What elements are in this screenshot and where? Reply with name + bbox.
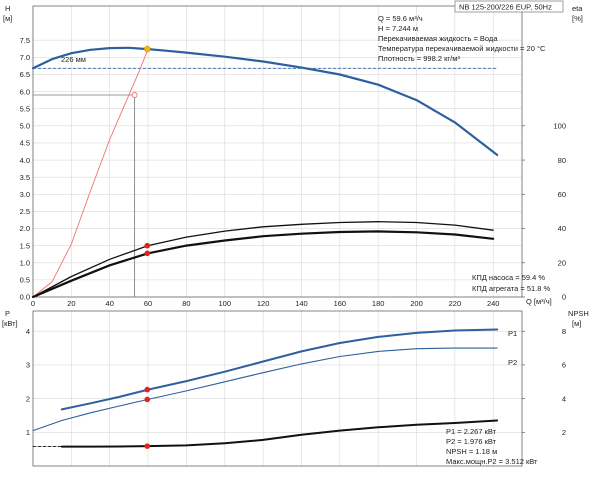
x-tick-label: 20 bbox=[67, 299, 75, 308]
top-left-tick-label: 2.0 bbox=[20, 224, 30, 233]
top-right-tick-label: 40 bbox=[558, 224, 566, 233]
bottom-duty-marker bbox=[144, 386, 151, 393]
bottom-left-tick-label: 3 bbox=[26, 361, 30, 370]
bottom-right-tick-label: 6 bbox=[562, 361, 566, 370]
top-left-tick-label: 7.5 bbox=[20, 36, 30, 45]
top-left-tick-label: 6.5 bbox=[20, 70, 30, 79]
top-left-tick-label: 7.0 bbox=[20, 53, 30, 62]
bottom-right-axis-title-line2: [м] bbox=[572, 319, 581, 328]
x-axis-title: Q [м³/ч] bbox=[526, 297, 552, 306]
bottom-left-tick-label: 1 bbox=[26, 428, 30, 437]
bottom-left-tick-label: 4 bbox=[26, 327, 30, 336]
top-left-tick-label: 1.5 bbox=[20, 241, 30, 250]
x-tick-label: 40 bbox=[106, 299, 114, 308]
bottom-duty-marker bbox=[144, 443, 151, 449]
info-density: Плотность = 998.2 кг/м³ bbox=[378, 54, 460, 63]
x-tick-label: 0 bbox=[31, 299, 35, 308]
bottom-left-axis-title-line2: [кВт] bbox=[2, 319, 18, 328]
top-left-tick-label: 6.0 bbox=[20, 87, 30, 96]
top-right-tick-label: 20 bbox=[558, 258, 566, 267]
bottom-left-tick-label: 2 bbox=[26, 394, 30, 403]
top-right-axis-title-line1: eta bbox=[572, 4, 583, 13]
top-left-axis-title-line2: [м] bbox=[3, 14, 12, 23]
x-tick-label: 160 bbox=[334, 299, 347, 308]
top-left-tick-label: 0.0 bbox=[20, 293, 30, 302]
x-tick-label: 200 bbox=[410, 299, 423, 308]
top-duty-marker bbox=[144, 242, 151, 249]
top-right-axis-title-line2: [%] bbox=[572, 14, 583, 23]
top-left-tick-label: 5.0 bbox=[20, 122, 30, 131]
top-left-tick-label: 4.5 bbox=[20, 139, 30, 148]
legend-p2: P2 bbox=[508, 358, 517, 367]
bottom-series-npsh bbox=[60, 419, 499, 448]
markers-layer bbox=[131, 45, 151, 449]
x-tick-label: 60 bbox=[144, 299, 152, 308]
impeller-curve-label: 226 мм bbox=[61, 55, 86, 64]
info-pump-efficiency: КПД насоса = 59.4 % bbox=[472, 273, 545, 282]
x-tick-label: 220 bbox=[449, 299, 462, 308]
bottom-left-axis-title-line1: P bbox=[5, 309, 10, 318]
info-liquid: Перекачиваемая жидкость = Вода bbox=[378, 34, 498, 43]
info-unit-efficiency: КПД агрегата = 51.8 % bbox=[472, 284, 550, 293]
top-series-eff_unit bbox=[31, 230, 495, 299]
header-title: NB 125-200/226 EUP, 50Hz bbox=[459, 3, 552, 12]
bottom-plot-frame bbox=[32, 310, 523, 467]
operating-point-guide bbox=[33, 94, 136, 297]
plot-frames bbox=[32, 5, 525, 467]
top-left-tick-label: 5.5 bbox=[20, 104, 30, 113]
info-head: H = 7.244 м bbox=[378, 24, 418, 33]
top-right-tick-label: 0 bbox=[562, 293, 566, 302]
system-point-marker bbox=[131, 92, 138, 98]
bottom-right-tick-label: 8 bbox=[562, 327, 566, 336]
x-tick-label: 100 bbox=[219, 299, 232, 308]
bottom-right-tick-label: 2 bbox=[562, 428, 566, 437]
top-right-tick-label: 100 bbox=[553, 122, 566, 131]
top-right-tick-label: 80 bbox=[558, 156, 566, 165]
top-left-tick-label: 3.5 bbox=[20, 173, 30, 182]
top-left-tick-label: 2.5 bbox=[20, 207, 30, 216]
info-npsh: NPSH = 1.18 м bbox=[446, 447, 497, 456]
bottom-series-p1 bbox=[60, 328, 499, 411]
x-tick-label: 180 bbox=[372, 299, 385, 308]
tick-labels: 0 20 40 60 80 100 120 140 160 180 200 220 2400.00.51… bbox=[20, 36, 566, 437]
top-series-pump bbox=[31, 46, 499, 156]
top-left-axis-title-line1: H bbox=[5, 4, 10, 13]
info-p2: P2 = 1.976 кВт bbox=[446, 437, 497, 446]
top-series-eff_pump bbox=[32, 221, 494, 298]
top-series-system bbox=[32, 48, 149, 298]
x-tick-label: 240 bbox=[487, 299, 500, 308]
series-layer bbox=[31, 46, 499, 448]
top-right-tick-label: 60 bbox=[558, 190, 566, 199]
legend-p1: P1 bbox=[508, 329, 517, 338]
info-flow: Q = 59.6 м³/ч bbox=[378, 14, 423, 23]
top-left-tick-label: 4.0 bbox=[20, 156, 30, 165]
top-plot-frame bbox=[32, 5, 523, 298]
x-tick-label: 120 bbox=[257, 299, 270, 308]
top-left-tick-label: 0.5 bbox=[20, 276, 30, 285]
bottom-right-tick-label: 4 bbox=[562, 394, 566, 403]
top-left-tick-label: 1.0 bbox=[20, 258, 30, 267]
info-max-power: Макс.мощн.P2 = 3.512 кВт bbox=[446, 457, 538, 466]
operating-point-marker bbox=[144, 45, 151, 53]
bottom-series-p2 bbox=[32, 347, 498, 432]
top-left-tick-label: 3.0 bbox=[20, 190, 30, 199]
header-box bbox=[454, 0, 564, 13]
x-tick-label: 140 bbox=[295, 299, 308, 308]
x-tick-label: 80 bbox=[182, 299, 190, 308]
bottom-duty-marker bbox=[144, 396, 151, 403]
top-duty-marker bbox=[144, 250, 151, 257]
bottom-right-axis-title-line1: NPSH bbox=[568, 309, 589, 318]
info-p1: P1 = 2.267 кВт bbox=[446, 427, 497, 436]
info-temperature: Температура перекачиваемой жидкости = 20… bbox=[378, 44, 546, 53]
